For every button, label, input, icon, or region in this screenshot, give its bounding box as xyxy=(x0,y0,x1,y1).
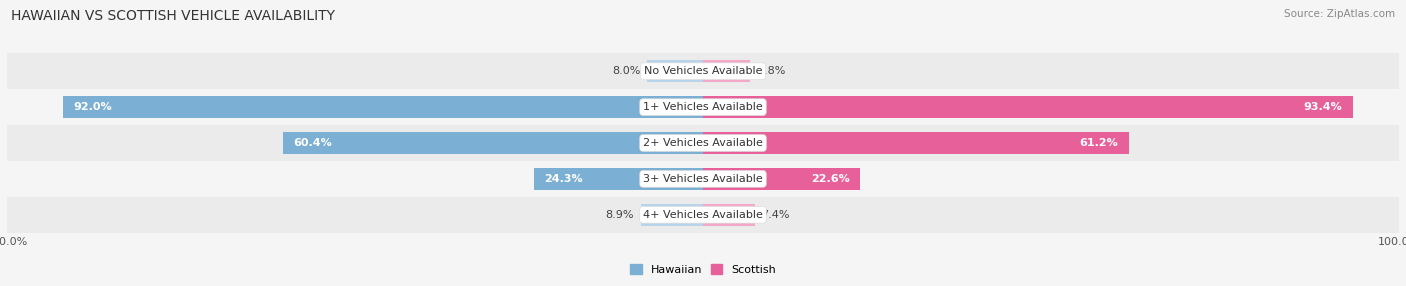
Text: 1+ Vehicles Available: 1+ Vehicles Available xyxy=(643,102,763,112)
Text: 92.0%: 92.0% xyxy=(73,102,111,112)
Text: 22.6%: 22.6% xyxy=(811,174,849,184)
Text: 3+ Vehicles Available: 3+ Vehicles Available xyxy=(643,174,763,184)
Bar xyxy=(703,132,1129,154)
Text: 7.4%: 7.4% xyxy=(762,210,790,220)
Bar xyxy=(647,60,703,82)
Bar xyxy=(63,96,703,118)
Bar xyxy=(7,53,1399,89)
Bar xyxy=(703,60,751,82)
Bar xyxy=(703,168,860,190)
Bar xyxy=(7,89,1399,125)
Bar xyxy=(283,132,703,154)
Text: 61.2%: 61.2% xyxy=(1080,138,1119,148)
Bar xyxy=(534,168,703,190)
Text: No Vehicles Available: No Vehicles Available xyxy=(644,66,762,76)
Text: 24.3%: 24.3% xyxy=(544,174,583,184)
Text: 8.0%: 8.0% xyxy=(612,66,640,76)
Bar xyxy=(7,161,1399,197)
Text: HAWAIIAN VS SCOTTISH VEHICLE AVAILABILITY: HAWAIIAN VS SCOTTISH VEHICLE AVAILABILIT… xyxy=(11,9,335,23)
Text: 2+ Vehicles Available: 2+ Vehicles Available xyxy=(643,138,763,148)
Text: 4+ Vehicles Available: 4+ Vehicles Available xyxy=(643,210,763,220)
Text: 60.4%: 60.4% xyxy=(292,138,332,148)
Bar xyxy=(641,204,703,226)
Text: 6.8%: 6.8% xyxy=(758,66,786,76)
Text: Source: ZipAtlas.com: Source: ZipAtlas.com xyxy=(1284,9,1395,19)
Legend: Hawaiian, Scottish: Hawaiian, Scottish xyxy=(630,264,776,275)
Text: 8.9%: 8.9% xyxy=(606,210,634,220)
Bar xyxy=(703,204,755,226)
Bar xyxy=(703,96,1353,118)
Text: 93.4%: 93.4% xyxy=(1303,102,1343,112)
Bar xyxy=(7,197,1399,233)
Bar xyxy=(7,125,1399,161)
